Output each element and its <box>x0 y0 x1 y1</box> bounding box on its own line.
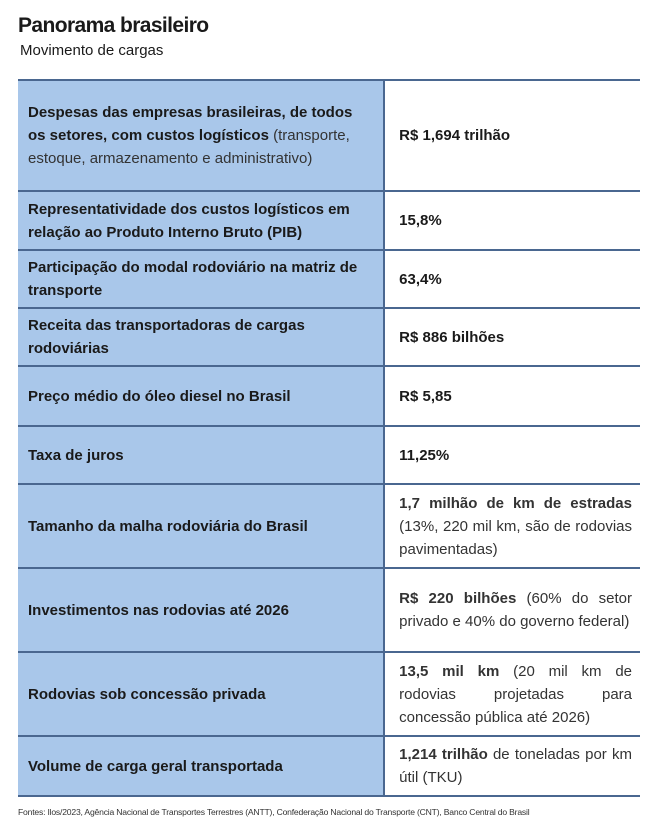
value-text: R$ 220 bilhões <box>399 590 517 607</box>
value-note: (20 mil km de rodovias projetadas para c… <box>399 662 632 726</box>
value-cell: 1,214 trilhão de toneladas por km útil (… <box>384 735 640 797</box>
value-block: 63,4% <box>399 268 632 291</box>
item-cell: Taxa de juros <box>18 425 386 485</box>
item-cell: Despesas das empresas brasileiras, de to… <box>18 79 386 192</box>
value-cell: R$ 1,694 trilhão <box>384 79 640 192</box>
value-note: de toneladas por km útil (TKU) <box>399 746 632 786</box>
value-text: 1,214 trilhão <box>399 746 488 763</box>
value-cell: 1,7 milhão de km de estradas (13%, 220 m… <box>384 483 640 569</box>
table-row: Receita das transportadoras de cargas ro… <box>18 307 640 367</box>
value-note: (60% do setor privado e 40% do governo f… <box>399 590 633 630</box>
item-text: Representatividade dos custos logísticos… <box>28 200 350 241</box>
footer: Fontes: Ilos/2023, Agência Nacional de T… <box>18 807 530 817</box>
value-cell: 15,8% <box>384 190 640 251</box>
value-text: 1,7 milhão de km de estradas <box>399 494 632 512</box>
item-note: (transporte, estoque, armazenamento e ad… <box>28 127 350 167</box>
item-text: Preço médio do óleo diesel no Brasil <box>28 387 291 405</box>
value-block: 13,5 mil km (20 mil km de rodovias proje… <box>399 660 632 729</box>
value-note: (13%, 220 mil km, são de rodovias pavime… <box>399 517 632 558</box>
value-block: R$ 220 bilhões (60% do setor privado e 4… <box>399 587 632 633</box>
value-block: R$ 5,85 <box>399 385 632 408</box>
table-row: Despesas das empresas brasileiras, de to… <box>18 79 640 192</box>
item-cell: Volume de carga geral transportada <box>18 735 386 797</box>
item-cell: Rodovias sob concessão privada <box>18 651 386 737</box>
item-text: Tamanho da malha rodoviária do Brasil <box>28 517 308 535</box>
value-block: R$ 886 bilhões <box>399 326 632 349</box>
data-table: Despesas das empresas brasileiras, de to… <box>18 79 640 797</box>
value-cell: 63,4% <box>384 249 640 309</box>
value-text: R$ 5,85 <box>399 387 452 405</box>
value-text: 13,5 mil km <box>399 662 500 680</box>
value-text: R$ 1,694 trilhão <box>399 127 511 144</box>
value-text: 15,8% <box>399 212 442 229</box>
table-row: Preço médio do óleo diesel no Brasil R$ 5… <box>18 365 640 427</box>
item-text: Despesas das empresas brasileiras, de to… <box>28 104 353 144</box>
item-text: Participação do modal rodoviário na matr… <box>28 259 358 299</box>
value-cell: 13,5 mil km (20 mil km de rodovias proje… <box>384 651 640 737</box>
item-cell: Representatividade dos custos logísticos… <box>18 190 386 251</box>
item-text: Taxa de juros <box>28 446 124 464</box>
item-cell: Investimentos nas rodovias até 2026 <box>18 567 386 653</box>
value-cell: R$ 886 bilhões <box>384 307 640 367</box>
subtitle: Movimento de cargas <box>20 42 164 59</box>
value-text: 11,25% <box>399 446 450 464</box>
item-text: Rodovias sob concessão privada <box>28 685 266 703</box>
table-row: Taxa de juros 11,25% <box>18 425 640 485</box>
value-block: 1,214 trilhão de toneladas por km útil (… <box>399 743 632 789</box>
item-text: Volume de carga geral transportada <box>28 757 283 775</box>
value-block: R$ 1,694 trilhão <box>399 124 632 147</box>
item-cell: Participação do modal rodoviário na matr… <box>18 249 386 309</box>
title: Panorama brasileiro <box>18 14 209 37</box>
table-row: Investimentos nas rodovias até 2026 R$ 22… <box>18 567 640 653</box>
value-cell: 11,25% <box>384 425 640 485</box>
value-text: 63,4% <box>399 270 442 288</box>
item-cell: Preço médio do óleo diesel no Brasil <box>18 365 386 427</box>
value-text: R$ 886 bilhões <box>399 328 505 346</box>
value-block: 15,8% <box>399 209 632 232</box>
table-row: Tamanho da malha rodoviária do Brasil 1,7… <box>18 483 640 569</box>
value-cell: R$ 220 bilhões (60% do setor privado e 4… <box>384 567 640 653</box>
table-row: Participação do modal rodoviário na matr… <box>18 249 640 309</box>
item-text: Investimentos nas rodovias até 2026 <box>28 601 289 619</box>
item-text: Receita das transportadoras de cargas ro… <box>28 317 305 357</box>
item-cell: Receita das transportadoras de cargas ro… <box>18 307 386 367</box>
value-block: 11,25% <box>399 444 632 467</box>
value-cell: R$ 5,85 <box>384 365 640 427</box>
table-row: Rodovias sob concessão privada 13,5 mil k… <box>18 651 640 737</box>
table-row: Representatividade dos custos logísticos… <box>18 190 640 251</box>
value-block: 1,7 milhão de km de estradas (13%, 220 m… <box>399 492 632 561</box>
item-cell: Tamanho da malha rodoviária do Brasil <box>18 483 386 569</box>
table-row: Volume de carga geral transportada 1,214 … <box>18 735 640 797</box>
